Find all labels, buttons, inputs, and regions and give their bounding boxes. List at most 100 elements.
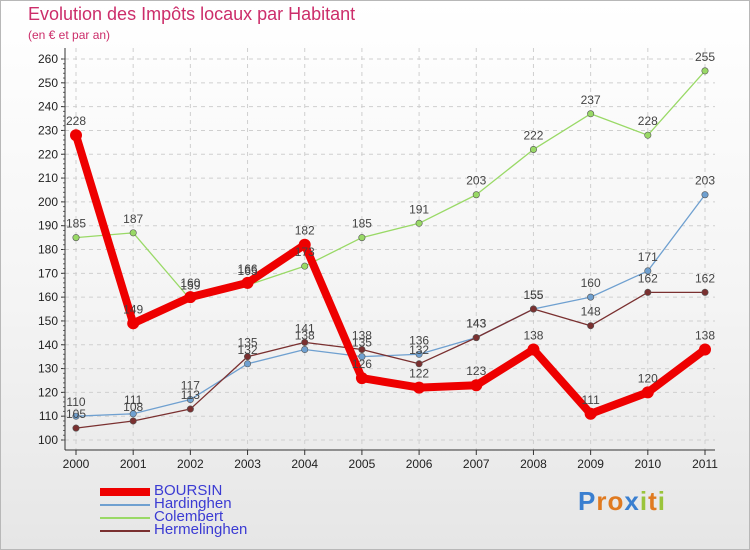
data-label-hardinghen: 132 bbox=[238, 343, 258, 357]
logo-letter: r bbox=[596, 486, 608, 516]
legend-label: Colembert bbox=[154, 508, 224, 525]
legend-swatch bbox=[100, 517, 150, 519]
x-tick-label: 2007 bbox=[463, 457, 490, 471]
y-tick-label: 250 bbox=[38, 76, 58, 90]
data-label-hardinghen: 136 bbox=[409, 333, 429, 347]
data-point-hermelinghen bbox=[244, 353, 252, 361]
y-tick-label: 190 bbox=[38, 219, 58, 233]
data-label-hardinghen: 117 bbox=[181, 379, 200, 393]
x-tick-label: 2005 bbox=[349, 457, 376, 471]
data-label-boursin: 126 bbox=[352, 357, 372, 371]
data-label-hardinghen: 155 bbox=[523, 288, 543, 302]
logo-letter: P bbox=[578, 486, 597, 516]
data-label-hermelinghen: 105 bbox=[66, 407, 86, 421]
data-label-colembert: 159 bbox=[180, 279, 200, 293]
y-tick-label: 160 bbox=[38, 290, 58, 304]
chart-title: Evolution des Impôts locaux par Habitant bbox=[28, 4, 356, 24]
data-label-hermelinghen: 143 bbox=[466, 317, 486, 331]
data-point-boursin bbox=[127, 317, 140, 330]
data-point-hermelinghen bbox=[72, 424, 80, 432]
data-point-colembert bbox=[72, 234, 80, 242]
data-label-colembert: 203 bbox=[466, 174, 486, 188]
y-tick-label: 170 bbox=[38, 266, 58, 280]
x-tick-label: 2008 bbox=[520, 457, 547, 471]
x-tick-label: 2006 bbox=[406, 457, 433, 471]
logo-letter: i bbox=[657, 486, 666, 516]
series-line-colembert bbox=[75, 70, 706, 301]
data-point-boursin bbox=[527, 343, 540, 356]
data-label-colembert: 222 bbox=[523, 128, 543, 142]
y-tick-label: 180 bbox=[38, 243, 58, 257]
data-label-hardinghen: 143 bbox=[466, 317, 486, 331]
x-tick-label: 2002 bbox=[177, 457, 204, 471]
data-point-hermelinghen bbox=[186, 405, 194, 413]
data-label-colembert: 228 bbox=[638, 114, 658, 128]
x-tick-label: 2011 bbox=[692, 457, 718, 471]
logo-letter: t bbox=[648, 486, 658, 516]
series-line-boursin bbox=[72, 131, 709, 418]
data-point-boursin bbox=[241, 276, 254, 289]
data-point-hardinghen bbox=[244, 360, 252, 368]
y-tick-label: 200 bbox=[38, 195, 58, 209]
legend-label: BOURSIN bbox=[154, 482, 223, 499]
data-point-colembert bbox=[587, 110, 595, 118]
data-point-hermelinghen bbox=[644, 288, 652, 296]
axes: 100 110 120 130 140 150 160 170 180 190 200 210 220 2… bbox=[38, 48, 718, 471]
data-label-boursin: 149 bbox=[123, 302, 143, 316]
data-point-hardinghen bbox=[129, 410, 137, 418]
data-point-hardinghen bbox=[72, 412, 80, 420]
legend-label: Hardinghen bbox=[154, 495, 232, 512]
data-point-colembert bbox=[644, 131, 652, 139]
data-point-hardinghen bbox=[701, 191, 709, 199]
x-tick-label: 2004 bbox=[291, 457, 318, 471]
data-label-boursin: 138 bbox=[695, 329, 715, 343]
data-label-hermelinghen: 162 bbox=[638, 271, 658, 285]
y-tick-label: 230 bbox=[38, 123, 58, 137]
data-point-boursin bbox=[184, 291, 197, 304]
series-line-hardinghen bbox=[75, 194, 706, 417]
y-tick-label: 240 bbox=[38, 100, 58, 114]
data-point-boursin bbox=[355, 372, 368, 385]
data-label-colembert: 185 bbox=[352, 217, 372, 231]
chart-subtitle: (en € et par an) bbox=[28, 28, 111, 42]
data-label-boursin: 120 bbox=[638, 371, 658, 385]
data-point-hermelinghen bbox=[358, 346, 366, 354]
data-label-colembert: 187 bbox=[123, 212, 143, 226]
y-tick-label: 140 bbox=[38, 338, 58, 352]
x-tick-label: 2001 bbox=[120, 457, 147, 471]
data-label-boursin: 228 bbox=[66, 114, 86, 128]
series-group bbox=[70, 67, 711, 432]
series-line-hermelinghen bbox=[75, 291, 706, 429]
data-label-boursin: 122 bbox=[409, 367, 429, 381]
data-label-boursin: 160 bbox=[180, 276, 200, 290]
data-point-hermelinghen bbox=[529, 305, 537, 313]
proxiti-logo: Proxiti bbox=[578, 486, 666, 517]
y-tick-label: 260 bbox=[38, 52, 58, 66]
data-label-hermelinghen: 148 bbox=[581, 305, 601, 319]
data-point-colembert bbox=[415, 219, 423, 227]
data-point-boursin bbox=[699, 343, 711, 356]
data-label-colembert: 185 bbox=[66, 217, 86, 231]
data-label-hermelinghen: 132 bbox=[409, 343, 429, 357]
data-point-boursin bbox=[70, 129, 82, 142]
data-label-colembert: 165 bbox=[238, 264, 258, 278]
data-point-hardinghen bbox=[301, 346, 309, 354]
data-label-hardinghen: 171 bbox=[638, 250, 658, 264]
legend-swatch bbox=[100, 504, 150, 506]
x-tick-label: 2000 bbox=[63, 457, 90, 471]
y-tick-label: 220 bbox=[38, 147, 58, 161]
data-point-colembert bbox=[129, 229, 137, 237]
data-label-hardinghen: 111 bbox=[124, 393, 143, 407]
data-point-hermelinghen bbox=[301, 338, 309, 346]
data-label-boursin: 182 bbox=[295, 224, 315, 238]
data-label-hermelinghen: 162 bbox=[695, 271, 715, 285]
logo-letter: o bbox=[607, 486, 625, 516]
data-label-hardinghen: 135 bbox=[352, 336, 372, 350]
data-label-hermelinghen: 135 bbox=[238, 336, 258, 350]
data-label-colembert: 191 bbox=[409, 202, 429, 216]
data-point-boursin bbox=[584, 407, 597, 420]
data-point-colembert bbox=[472, 191, 480, 199]
x-tick-label: 2010 bbox=[634, 457, 661, 471]
